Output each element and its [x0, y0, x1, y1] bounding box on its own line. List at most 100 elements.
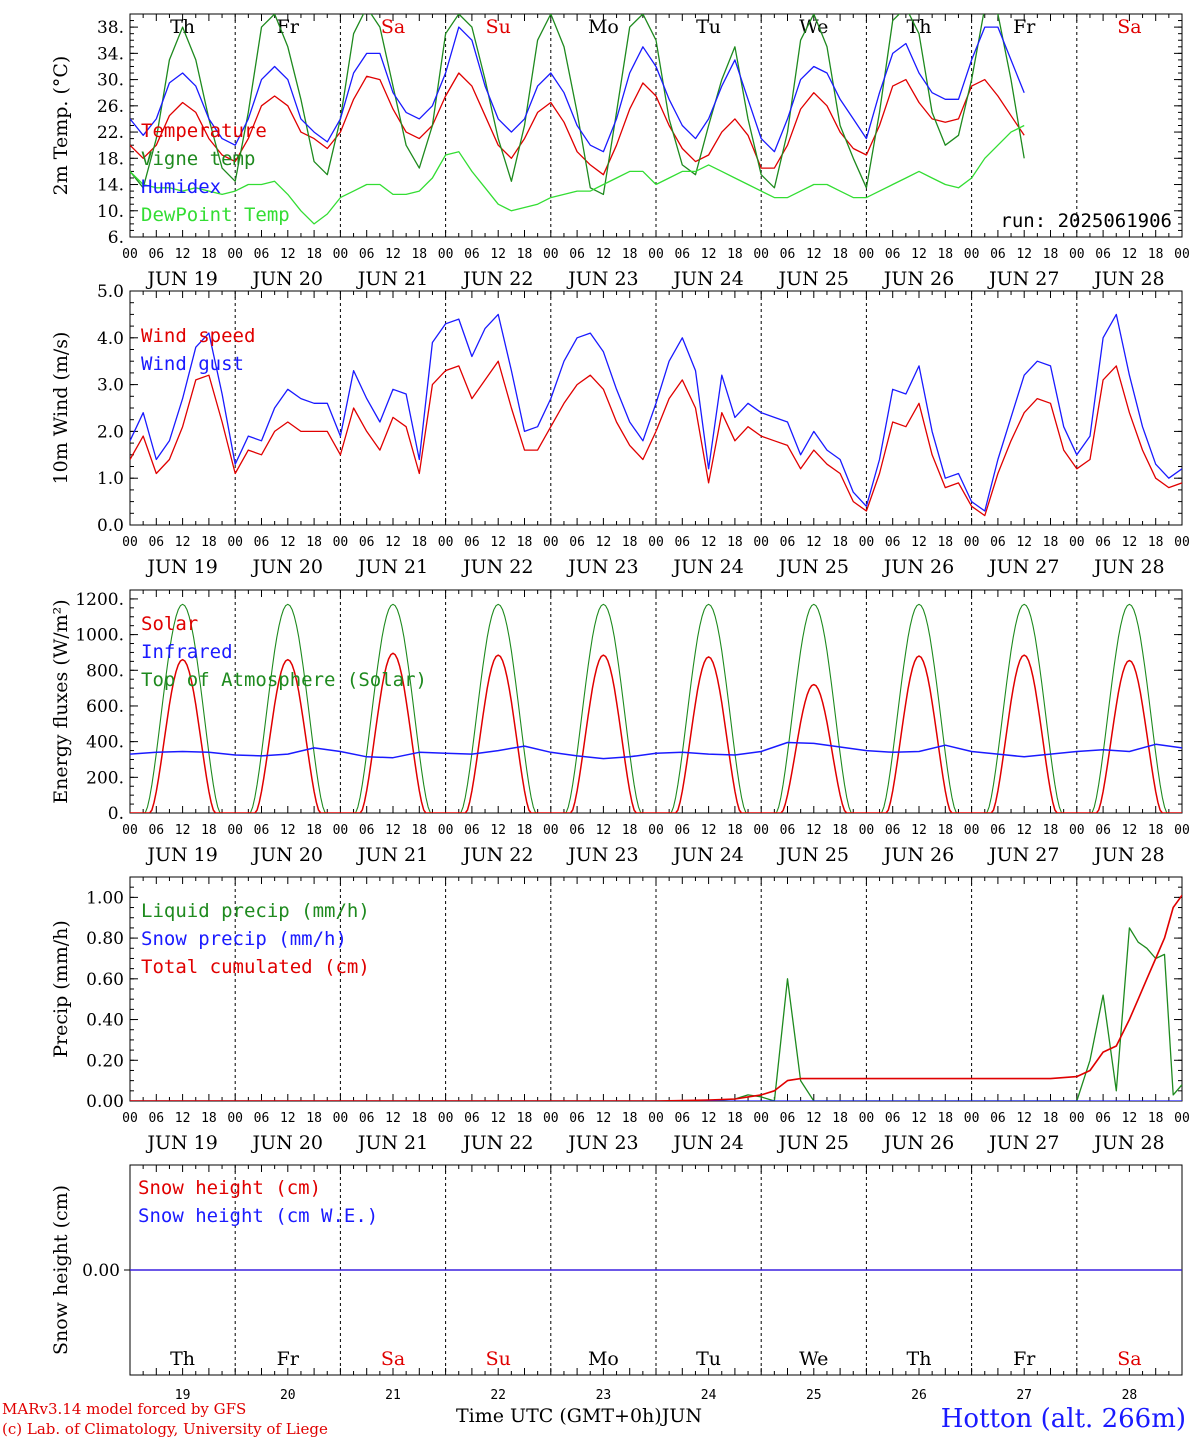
day-name-label: Su — [486, 16, 511, 38]
x-hour-label: 18 — [622, 247, 638, 262]
total-cumulated-cm--line — [130, 894, 1182, 1101]
x-hour-label: 18 — [517, 1111, 533, 1126]
x-hour-label: 12 — [385, 1111, 401, 1126]
legend-entry: Solar — [141, 613, 198, 635]
x-hour-label: 18 — [411, 823, 427, 838]
x-hour-label: 12 — [175, 535, 191, 550]
x-axis-label: Time UTC (GMT+0h) — [456, 1405, 662, 1427]
x-hour-label: 00 — [964, 247, 980, 262]
x-hour-label: 00 — [1069, 1111, 1085, 1126]
day-number-label: 22 — [490, 1388, 506, 1403]
x-hour-label: 18 — [411, 1111, 427, 1126]
x-hour-label: 06 — [990, 535, 1006, 550]
x-hour-label: 12 — [701, 247, 717, 262]
x-hour-label: 12 — [806, 823, 822, 838]
x-date-label: JUN 28 — [1092, 268, 1164, 290]
x-hour-label: 06 — [148, 1111, 164, 1126]
x-hour-label: 18 — [832, 535, 848, 550]
x-hour-label: 06 — [254, 823, 270, 838]
y-tick-label: 200. — [86, 768, 124, 788]
legend-entry: Wind speed — [141, 325, 255, 347]
x-hour-label: 00 — [122, 247, 138, 262]
x-date-label: JUN 27 — [987, 1132, 1059, 1154]
x-hour-label: 18 — [517, 823, 533, 838]
x-date-label: JUN 21 — [356, 268, 428, 290]
x-hour-label: 06 — [990, 247, 1006, 262]
day-number-label: 26 — [911, 1388, 927, 1403]
x-hour-label: 12 — [385, 823, 401, 838]
day-name-label: Th — [907, 1348, 932, 1370]
x-date-label: JUN 25 — [777, 1132, 849, 1154]
x-hour-label: 00 — [333, 1111, 349, 1126]
x-hour-label: 00 — [648, 535, 664, 550]
x-hour-label: 00 — [543, 1111, 559, 1126]
x-hour-label: 12 — [280, 247, 296, 262]
x-hour-label: 06 — [990, 1111, 1006, 1126]
day-name-label: Th — [170, 1348, 195, 1370]
x-hour-label: 00 — [333, 247, 349, 262]
y-tick-label: 6. — [108, 228, 124, 248]
x-hour-label: 06 — [674, 1111, 690, 1126]
temperature-panel: 6. 10. 14. 18. 22. 26. 30. 34. 38. 2m Temp. (°C) 0… — [50, 13, 1190, 290]
liquid-precip-mm-h--line — [130, 927, 1182, 1101]
y-tick-label: 0.0 — [97, 516, 124, 536]
y-tick-label: 0.40 — [86, 1011, 124, 1031]
x-hour-label: 12 — [490, 823, 506, 838]
day-name-label: Mo — [588, 16, 619, 38]
legend-entry: Snow height (cm) — [138, 1177, 321, 1199]
x-date-label: JUN 25 — [777, 844, 849, 866]
y-tick-label: 18. — [97, 149, 124, 169]
x-hour-label: 18 — [517, 247, 533, 262]
snow-height-panel: 0.00 Snow height (cm) Th Fr Sa Su Mo Tu We Th Fr Sa… — [50, 1164, 1183, 1403]
legend-entry: Infrared — [141, 641, 233, 663]
x-date-label: JUN 28 — [1092, 844, 1164, 866]
x-hour-label: 00 — [333, 823, 349, 838]
x-hour-label: 12 — [280, 1111, 296, 1126]
x-hour-label: 00 — [122, 1111, 138, 1126]
y-tick-label: 0.80 — [86, 929, 124, 949]
x-hour-label: 18 — [937, 823, 953, 838]
x-hour-label: 12 — [385, 247, 401, 262]
x-hour-label: 06 — [1095, 1111, 1111, 1126]
x-hour-label: 12 — [385, 535, 401, 550]
x-hour-label: 00 — [648, 823, 664, 838]
x-hour-label: 06 — [569, 247, 585, 262]
y-tick-label: 400. — [86, 733, 124, 753]
x-hour-label: 06 — [569, 535, 585, 550]
y-tick-label: 26. — [97, 97, 124, 117]
legend-entry: DewPoint Temp — [141, 204, 290, 226]
x-hour-label: 06 — [254, 1111, 270, 1126]
day-number-label: 27 — [1016, 1388, 1032, 1403]
x-hour-label: 06 — [674, 535, 690, 550]
x-hour-label: 00 — [964, 823, 980, 838]
x-date-label: JUN 24 — [671, 1132, 743, 1154]
y-tick-label: 600. — [86, 697, 124, 717]
x-date-label: JUN 23 — [566, 556, 638, 578]
x-hour-label: 00 — [122, 535, 138, 550]
x-hour-label: 18 — [517, 535, 533, 550]
y-tick-label: 1.0 — [97, 469, 124, 489]
y-tick-label: 10. — [97, 202, 124, 222]
x-hour-label: 18 — [411, 535, 427, 550]
x-date-label: JUN 27 — [987, 844, 1059, 866]
x-hour-label: 18 — [1043, 535, 1059, 550]
legend-entry: Wind gust — [141, 353, 244, 375]
x-date-label: JUN 20 — [251, 556, 323, 578]
x-hour-label: 06 — [674, 247, 690, 262]
x-hour-label: 18 — [1043, 823, 1059, 838]
day-name-label: Mo — [588, 1348, 619, 1370]
x-hour-label: 12 — [280, 535, 296, 550]
x-hour-label: 00 — [1174, 535, 1190, 550]
x-date-label: JUN 25 — [777, 556, 849, 578]
x-hour-label: 06 — [885, 247, 901, 262]
x-hour-label: 06 — [254, 247, 270, 262]
x-hour-label: 18 — [832, 1111, 848, 1126]
x-date-label: JUN 25 — [777, 268, 849, 290]
x-date-label: JUN 22 — [461, 844, 533, 866]
x-hour-label: 12 — [806, 535, 822, 550]
x-date-label: JUN 23 — [566, 1132, 638, 1154]
y-tick-label: 0. — [108, 804, 124, 824]
x-hour-label: 06 — [885, 823, 901, 838]
x-hour-label: 06 — [674, 823, 690, 838]
